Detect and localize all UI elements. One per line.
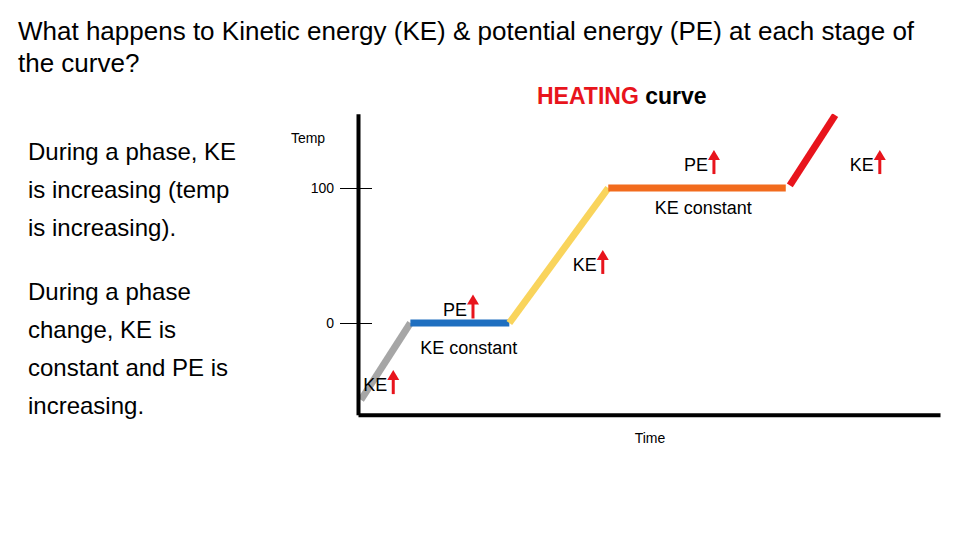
curve-segment <box>410 320 509 327</box>
annotations: KE PE KE constant KE PE KE constant KE <box>363 150 886 395</box>
chart: What happens to Kinetic energy (KE) & po… <box>0 0 960 540</box>
y-tick-label: 0 <box>326 315 334 331</box>
arrow-up <box>387 370 399 394</box>
arrow-shaft <box>392 378 395 394</box>
y-axis-line <box>357 114 361 415</box>
note: During a phase, KEis increasing (tempis … <box>28 138 236 241</box>
plot-area <box>361 115 835 400</box>
x-axis-title: Time <box>635 430 666 446</box>
arrow-shaft <box>878 158 881 174</box>
curve-segment <box>509 188 608 323</box>
arrow-up <box>467 295 479 319</box>
arrow-head <box>708 150 720 160</box>
subtitle: HEATING curve <box>537 83 707 109</box>
arrow-head <box>597 250 609 260</box>
arrow-shaft <box>471 303 474 319</box>
annotation: KE <box>850 155 874 175</box>
annotation: PE <box>684 155 708 175</box>
arrow-head <box>387 370 399 380</box>
y-axis: 0 100 <box>311 114 372 415</box>
arrow-head <box>874 150 886 160</box>
arrow-up <box>597 250 609 274</box>
y-tick-label: 100 <box>311 180 335 196</box>
note: During a phasechange, KE isconstant and … <box>28 278 228 419</box>
annotation: PE <box>443 300 467 320</box>
subtitle-part: curve <box>639 83 707 109</box>
y-tick: 0 <box>326 315 372 331</box>
annotation: KE <box>573 255 597 275</box>
curve-segment <box>361 323 410 400</box>
arrow-up <box>874 150 886 174</box>
x-axis-line <box>359 413 941 417</box>
y-axis-title: Temp <box>291 130 325 146</box>
annotation: KE <box>363 375 387 395</box>
arrow-shaft <box>712 158 715 174</box>
curve-segment <box>608 185 786 192</box>
y-tick: 100 <box>311 180 372 196</box>
y-tick-mark <box>340 323 372 324</box>
subtitle-part: HEATING <box>537 83 639 109</box>
arrow-head <box>467 295 479 305</box>
title: What happens to Kinetic energy (KE) & po… <box>18 16 915 78</box>
y-tick-mark <box>340 188 372 189</box>
arrow-shaft <box>601 258 604 274</box>
background <box>0 0 960 540</box>
x-axis <box>359 415 941 416</box>
annotation: KE constant <box>420 338 517 358</box>
arrow-up <box>708 150 720 174</box>
annotation: KE constant <box>655 198 752 218</box>
curve-segment <box>790 115 835 185</box>
